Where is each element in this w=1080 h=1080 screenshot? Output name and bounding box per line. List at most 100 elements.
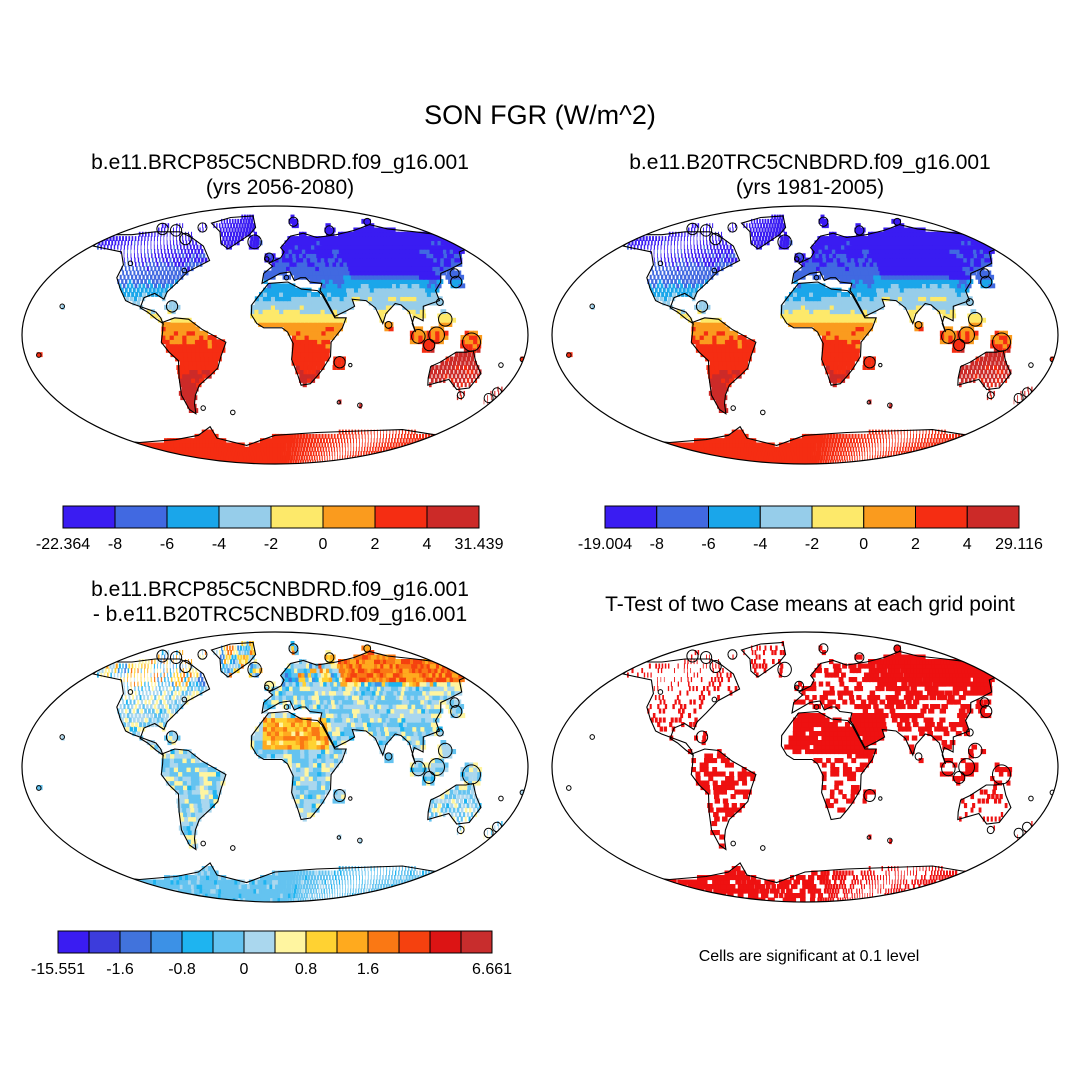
grid-cell <box>805 455 809 461</box>
grid-cell <box>312 270 318 276</box>
grid-cell <box>921 459 925 464</box>
grid-cell <box>254 304 260 310</box>
grid-cell <box>939 335 945 340</box>
grid-cell <box>377 274 384 280</box>
grid-cell <box>899 459 903 464</box>
grid-cell <box>794 253 799 259</box>
grid-cell <box>278 261 283 267</box>
grid-cell <box>850 317 856 323</box>
grid-cell <box>215 339 221 345</box>
grid-cell <box>275 257 280 263</box>
grid-cell <box>364 261 371 267</box>
grid-cell <box>912 309 918 315</box>
grid-cell <box>747 438 754 444</box>
grid-cell <box>694 253 697 259</box>
grid-cell <box>821 300 827 306</box>
grid-cell <box>741 343 747 349</box>
grid-cell <box>979 438 983 444</box>
grid-cell <box>207 347 213 353</box>
grid-cell <box>352 451 354 456</box>
grid-cell <box>966 373 970 379</box>
grid-cell <box>873 253 880 259</box>
grid-cell <box>334 287 340 293</box>
grid-cell <box>698 274 702 280</box>
grid-cell <box>332 300 338 306</box>
grid-cell <box>916 459 920 464</box>
grid-cell <box>792 438 797 444</box>
grid-cell <box>364 438 366 444</box>
grid-cell <box>267 455 271 461</box>
grid-cell <box>645 446 655 452</box>
grid-cell <box>367 296 374 302</box>
grid-cell <box>824 287 830 293</box>
grid-cell <box>318 266 325 272</box>
grid-cell <box>364 433 366 439</box>
grid-cell <box>258 446 263 452</box>
grid-cell <box>248 442 254 448</box>
grid-cell <box>459 365 464 370</box>
grid-cell <box>985 365 989 370</box>
grid-cell <box>990 335 996 340</box>
grid-cell <box>461 360 465 366</box>
grid-cell <box>846 304 852 310</box>
grid-cell <box>855 279 861 284</box>
grid-cell <box>654 455 665 461</box>
grid-cell <box>221 218 223 224</box>
grid-cell <box>336 279 342 284</box>
grid-cell <box>648 446 658 452</box>
grid-cell <box>670 249 672 254</box>
grid-cell <box>386 433 388 439</box>
grid-cell <box>801 438 806 444</box>
grid-cell <box>821 335 827 340</box>
grid-cell <box>275 261 280 267</box>
grid-cell <box>311 300 317 306</box>
grid-cell <box>118 283 122 289</box>
grid-cell <box>307 296 313 302</box>
grid-cell <box>321 335 327 340</box>
grid-cell <box>958 446 963 452</box>
grid-cell <box>259 240 263 246</box>
grid-cell <box>907 433 908 439</box>
grid-cell <box>353 446 355 452</box>
grid-cell <box>672 451 682 456</box>
grid-cell <box>404 455 408 461</box>
grid-cell <box>253 236 257 241</box>
grid-cell <box>411 261 419 267</box>
grid-cell <box>870 304 876 310</box>
grid-cell <box>145 451 154 456</box>
grid-cell <box>990 382 993 388</box>
grid-cell <box>237 236 241 241</box>
grid-cell <box>387 257 395 263</box>
grid-cell <box>391 451 395 456</box>
grid-cell <box>291 360 297 366</box>
grid-cell <box>153 274 157 280</box>
grid-cell <box>813 313 819 319</box>
grid-cell <box>738 356 744 362</box>
grid-cell <box>355 451 357 456</box>
grid-cell <box>864 455 866 461</box>
grid-cell <box>333 322 339 327</box>
grid-cell <box>315 433 318 439</box>
grid-cell <box>103 442 114 448</box>
grid-cell <box>862 309 869 315</box>
grid-cell <box>909 459 913 464</box>
grid-cell <box>867 266 873 272</box>
grid-cell <box>267 287 272 293</box>
grid-cell <box>370 266 377 272</box>
grid-cell <box>873 244 880 250</box>
grid-cell <box>943 455 949 461</box>
grid-cell <box>422 343 427 349</box>
grid-cell <box>996 369 1000 375</box>
grid-cell <box>254 442 259 448</box>
grid-cell <box>833 373 838 379</box>
grid-cell <box>842 339 848 345</box>
grid-cell <box>716 347 722 353</box>
grid-cell <box>916 279 923 284</box>
grid-cell <box>287 459 290 464</box>
island-outline <box>384 321 393 329</box>
grid-cell <box>350 244 357 250</box>
grid-cell <box>451 236 461 241</box>
island-outline <box>169 224 183 237</box>
grid-cell <box>991 360 995 366</box>
grid-cell <box>672 283 676 289</box>
